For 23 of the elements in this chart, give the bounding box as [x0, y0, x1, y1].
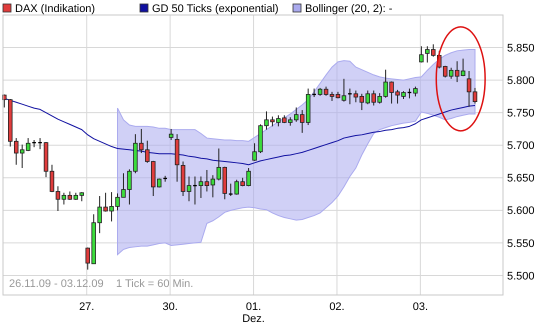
x-tick-label: 01. Dez. — [242, 301, 265, 325]
candlestick — [347, 88, 352, 105]
x-tick-label: 03. — [412, 301, 428, 313]
y-tick-label: 5.700 — [507, 140, 535, 152]
x-tick-label: 27. — [79, 301, 94, 313]
y-tick-label: 5.850 — [507, 42, 535, 54]
y-tick-label: 5.800 — [507, 74, 535, 87]
candlestick — [168, 128, 174, 141]
candlestick — [38, 138, 43, 150]
y-tick-label: 5.750 — [507, 108, 535, 120]
y-tick-label: 5.650 — [507, 172, 535, 185]
y-tick-label: 5.600 — [507, 205, 535, 218]
candlestick — [419, 46, 424, 64]
legend-label: GD 50 Ticks (exponential) — [152, 2, 279, 15]
annotation: 26.11.09 - 03.12.09 — [9, 278, 104, 290]
candlestick — [413, 86, 418, 97]
x-tick-label: 30. — [162, 301, 178, 313]
y-tick-label: 5.500 — [507, 270, 535, 282]
annotation: 1 Tick = 60 Min. — [116, 278, 194, 290]
y-tick-label: 5.550 — [507, 238, 535, 250]
legend-label: DAX (Indikation) — [15, 2, 96, 15]
x-tick-label: 02. — [329, 301, 345, 313]
legend-label: Bollinger (20, 2): - — [305, 2, 393, 15]
